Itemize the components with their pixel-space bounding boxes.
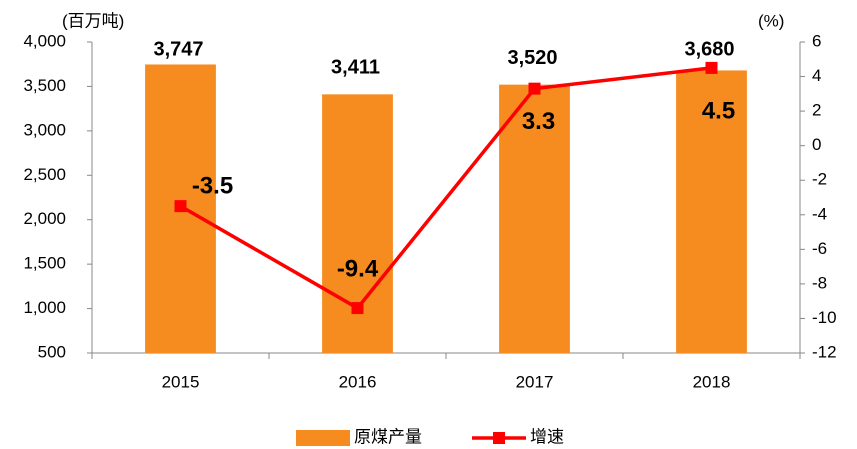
legend-label: 增速 [530, 427, 564, 446]
bar-value-label: 3,680 [684, 38, 734, 60]
y-tick-label: 2,000 [23, 209, 66, 228]
y-tick-label: 1,500 [23, 254, 66, 273]
line-value-label: -9.4 [337, 255, 379, 282]
y2-tick-label: -8 [812, 273, 827, 292]
y2-tick-label: 2 [812, 101, 821, 120]
y-tick-label: 3,500 [23, 76, 66, 95]
y2-tick-label: -10 [812, 308, 837, 327]
line-value-label: -3.5 [192, 172, 233, 199]
legend-swatch [493, 432, 505, 444]
y-tick-label: 4,000 [23, 31, 66, 50]
bar [676, 70, 747, 353]
line-marker [351, 302, 364, 315]
line [179, 66, 712, 311]
legend-swatch [296, 430, 350, 446]
line-value-label: 4.5 [702, 97, 735, 124]
bar [499, 84, 570, 353]
y-axis-label: (百万吨) [62, 11, 124, 30]
line-marker [528, 82, 541, 95]
y2-tick-label: -2 [812, 170, 827, 189]
x-tick-label: 2018 [693, 372, 731, 391]
y2-tick-label: -12 [812, 342, 837, 361]
y-tick-label: 1,000 [23, 298, 66, 317]
legend-label: 原煤产量 [354, 427, 422, 446]
bar-value-label: 3,747 [153, 38, 203, 60]
bar-value-label: 3,520 [507, 47, 557, 69]
y-tick-label: 3,000 [23, 120, 66, 139]
line-marker [705, 61, 718, 74]
x-tick-label: 2016 [339, 372, 377, 391]
line-value-label: 3.3 [522, 108, 555, 135]
y2-tick-label: -4 [812, 204, 827, 223]
y2-axis-label: (%) [758, 11, 784, 30]
y2-tick-label: 0 [812, 135, 821, 154]
y2-tick-label: -6 [812, 239, 827, 258]
y2-tick-label: 4 [812, 66, 821, 85]
bar-value-label: 3,411 [331, 57, 380, 79]
line-marker [174, 200, 187, 213]
x-tick-label: 2017 [516, 372, 554, 391]
bar [322, 94, 393, 354]
y-tick-label: 2,500 [23, 165, 66, 184]
y2-tick-label: 6 [812, 31, 821, 50]
x-tick-label: 2015 [162, 372, 200, 391]
y-tick-label: 500 [38, 342, 66, 361]
